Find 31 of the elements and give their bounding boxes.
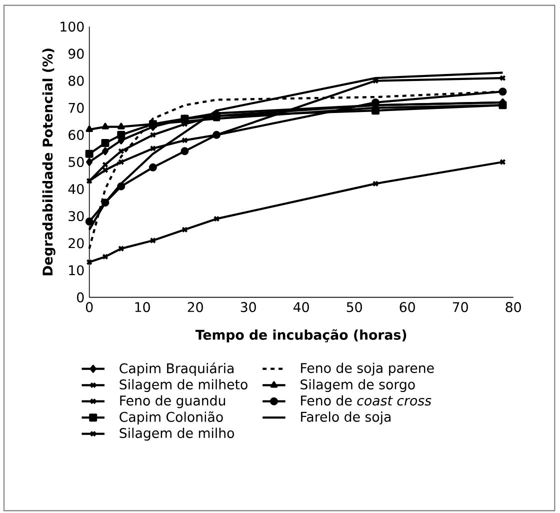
y-tick-label: 10 — [69, 265, 84, 276]
y-tick-label: 80 — [68, 76, 84, 86]
x-tick-label: 30 — [240, 302, 256, 312]
y-tick-label: 20 — [68, 238, 84, 248]
y-tick-label: 50 — [68, 156, 84, 167]
y-tick-label: 30 — [68, 210, 84, 222]
x-tick-label: 50 — [346, 302, 362, 312]
y-axis-title: Degradabilidade Potencial (%) — [42, 48, 56, 276]
x-tick-label: 20 — [188, 302, 203, 312]
legend-label: Silagem de milheto — [120, 378, 248, 392]
legend-label: Silagem de milho — [120, 428, 234, 441]
y-tick-label: 90 — [68, 48, 84, 59]
y-tick-label: 60 — [68, 130, 84, 140]
x-tick-label: 60 — [400, 302, 415, 312]
legend-label: Silagem de sorgo — [300, 378, 415, 392]
x-tick-label: 40 — [294, 302, 309, 312]
y-tick-label: 0 — [77, 292, 84, 302]
x-tick-label: 80 — [506, 302, 521, 312]
x-tick-label: 0 — [86, 302, 93, 312]
legend-label: Farelo de soja — [301, 411, 391, 424]
y-tick-label: 70 — [68, 102, 84, 113]
legend-label: Feno de soja parene — [301, 362, 434, 376]
legend-label: Capim Colonião — [120, 411, 223, 424]
legend-label: Capim Braquiária — [120, 362, 234, 376]
y-tick-label: 40 — [68, 184, 84, 194]
legend-label: Feno de coast cross — [301, 395, 432, 406]
x-tick-label: 70 — [452, 302, 468, 312]
x-axis-title: Tempo de incubação (horas) — [195, 329, 406, 342]
y-tick-label: 100 — [60, 21, 84, 32]
x-tick-label: 10 — [135, 302, 150, 312]
legend-label: Feno de guandu — [120, 395, 226, 408]
